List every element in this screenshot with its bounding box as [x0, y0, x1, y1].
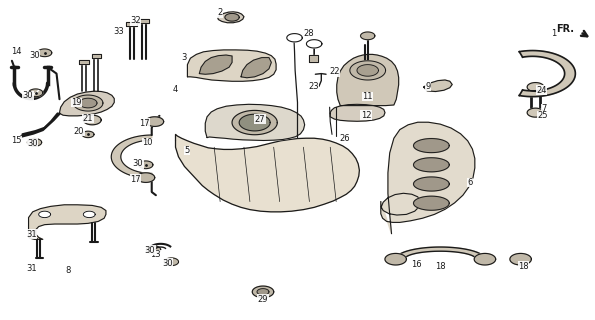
Polygon shape — [218, 12, 244, 23]
Text: 31: 31 — [26, 264, 37, 273]
Text: 30: 30 — [145, 246, 155, 255]
Text: 16: 16 — [411, 260, 422, 269]
Polygon shape — [111, 135, 152, 179]
Polygon shape — [414, 158, 449, 172]
Text: FR.: FR. — [556, 24, 574, 34]
Polygon shape — [527, 83, 544, 92]
Polygon shape — [357, 65, 378, 76]
Text: 17: 17 — [130, 175, 141, 184]
Text: 13: 13 — [151, 250, 161, 259]
Polygon shape — [205, 104, 305, 140]
Polygon shape — [330, 104, 385, 121]
Text: 25: 25 — [537, 111, 548, 120]
Polygon shape — [385, 253, 406, 265]
Text: 4: 4 — [173, 85, 178, 94]
Text: 30: 30 — [162, 259, 173, 268]
Text: 28: 28 — [303, 29, 314, 38]
Text: 11: 11 — [362, 92, 373, 101]
Polygon shape — [83, 115, 101, 125]
Polygon shape — [241, 58, 271, 78]
Polygon shape — [474, 253, 496, 265]
Polygon shape — [139, 161, 153, 169]
Text: 29: 29 — [258, 295, 268, 304]
Polygon shape — [252, 286, 274, 298]
Polygon shape — [138, 19, 149, 23]
Text: 19: 19 — [71, 98, 82, 107]
Text: 18: 18 — [518, 262, 529, 271]
Polygon shape — [126, 22, 137, 26]
Polygon shape — [164, 258, 178, 266]
Polygon shape — [527, 108, 544, 117]
Polygon shape — [146, 246, 161, 253]
Text: 12: 12 — [361, 111, 371, 120]
Polygon shape — [232, 110, 277, 135]
Polygon shape — [92, 54, 101, 58]
Polygon shape — [79, 60, 89, 64]
Text: 5: 5 — [185, 146, 190, 155]
Text: 27: 27 — [255, 115, 265, 124]
Text: 22: 22 — [329, 68, 340, 76]
Polygon shape — [396, 247, 485, 259]
Text: 15: 15 — [11, 136, 22, 145]
Polygon shape — [309, 55, 318, 62]
Polygon shape — [187, 50, 276, 81]
Text: 24: 24 — [536, 86, 547, 95]
Text: 32: 32 — [130, 16, 141, 25]
Polygon shape — [27, 139, 42, 146]
Polygon shape — [337, 54, 399, 106]
Text: 33: 33 — [114, 28, 124, 36]
Text: 17: 17 — [139, 119, 149, 128]
Text: 21: 21 — [83, 114, 93, 123]
Polygon shape — [39, 211, 51, 218]
Polygon shape — [29, 89, 43, 97]
Polygon shape — [306, 40, 322, 48]
Text: 23: 23 — [308, 82, 319, 91]
Text: 14: 14 — [11, 47, 22, 56]
Text: 6: 6 — [467, 178, 473, 187]
Text: 2: 2 — [218, 8, 223, 17]
Text: 18: 18 — [435, 262, 446, 271]
Polygon shape — [239, 114, 270, 131]
Text: 20: 20 — [74, 127, 84, 136]
Polygon shape — [199, 55, 232, 74]
Text: 30: 30 — [133, 159, 143, 168]
Polygon shape — [519, 51, 575, 97]
Polygon shape — [361, 32, 375, 40]
Polygon shape — [414, 139, 449, 153]
Polygon shape — [510, 253, 531, 265]
Polygon shape — [176, 134, 359, 212]
Text: 3: 3 — [181, 53, 187, 62]
Text: 30: 30 — [29, 51, 40, 60]
Text: 31: 31 — [26, 230, 37, 239]
Polygon shape — [60, 91, 114, 116]
Polygon shape — [83, 211, 95, 218]
Text: 7: 7 — [541, 104, 547, 113]
Polygon shape — [225, 13, 239, 21]
Text: 9: 9 — [426, 82, 431, 91]
Polygon shape — [414, 196, 449, 210]
Polygon shape — [146, 117, 164, 126]
Text: 26: 26 — [340, 134, 350, 143]
Text: 30: 30 — [23, 92, 33, 100]
Polygon shape — [257, 289, 269, 295]
Polygon shape — [29, 205, 106, 239]
Polygon shape — [79, 98, 97, 108]
Text: 10: 10 — [142, 138, 153, 147]
Polygon shape — [73, 95, 103, 111]
Text: 8: 8 — [65, 266, 71, 275]
Polygon shape — [287, 34, 302, 42]
Text: 1: 1 — [551, 29, 556, 38]
Polygon shape — [414, 177, 449, 191]
Polygon shape — [350, 61, 386, 80]
Polygon shape — [381, 122, 475, 234]
Polygon shape — [82, 131, 94, 138]
Polygon shape — [424, 80, 452, 92]
Polygon shape — [137, 173, 155, 182]
Polygon shape — [37, 49, 52, 57]
Text: 30: 30 — [27, 139, 38, 148]
